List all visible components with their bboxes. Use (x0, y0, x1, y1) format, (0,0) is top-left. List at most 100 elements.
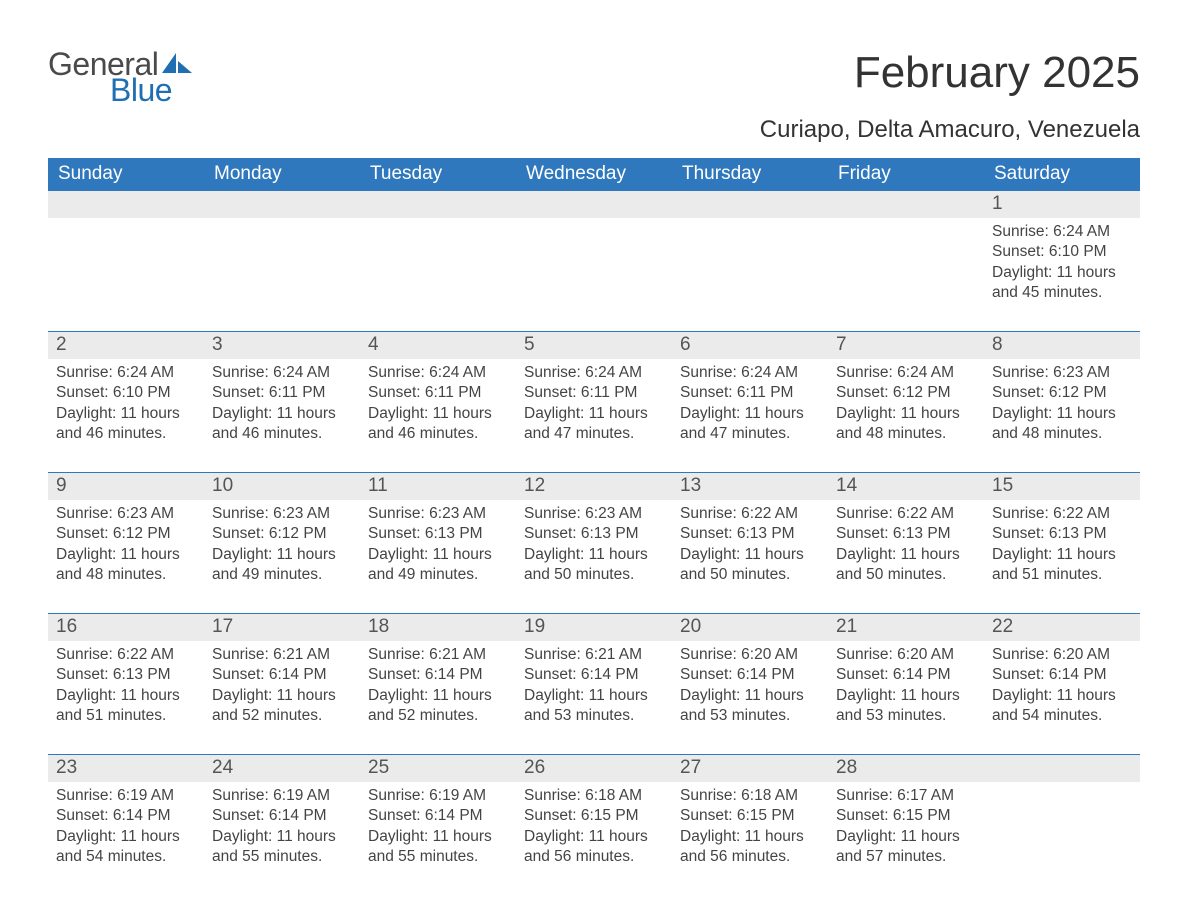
sunset-text: Sunset: 6:13 PM (680, 524, 820, 544)
cell-body (828, 218, 984, 226)
daylight-text: Daylight: 11 hours and 48 minutes. (56, 545, 196, 586)
calendar-cell: 8Sunrise: 6:23 AMSunset: 6:12 PMDaylight… (984, 332, 1140, 450)
daylight-text: Daylight: 11 hours and 49 minutes. (368, 545, 508, 586)
day-header: Friday (828, 158, 984, 191)
sunrise-text: Sunrise: 6:24 AM (368, 363, 508, 383)
date-number: 2 (48, 332, 204, 359)
calendar-cell: 13Sunrise: 6:22 AMSunset: 6:13 PMDayligh… (672, 473, 828, 591)
location-subtitle: Curiapo, Delta Amacuro, Venezuela (48, 116, 1140, 144)
sunrise-text: Sunrise: 6:22 AM (680, 504, 820, 524)
cell-body: Sunrise: 6:20 AMSunset: 6:14 PMDaylight:… (828, 641, 984, 731)
daylight-text: Daylight: 11 hours and 55 minutes. (212, 827, 352, 868)
daylight-text: Daylight: 11 hours and 51 minutes. (992, 545, 1132, 586)
calendar-cell: 15Sunrise: 6:22 AMSunset: 6:13 PMDayligh… (984, 473, 1140, 591)
daylight-text: Daylight: 11 hours and 56 minutes. (524, 827, 664, 868)
date-number: 12 (516, 473, 672, 500)
cell-body (984, 782, 1140, 790)
daylight-text: Daylight: 11 hours and 57 minutes. (836, 827, 976, 868)
cell-body (204, 218, 360, 226)
page-title: February 2025 (854, 48, 1140, 98)
date-number (828, 191, 984, 218)
sunset-text: Sunset: 6:14 PM (524, 665, 664, 685)
sunrise-text: Sunrise: 6:18 AM (680, 786, 820, 806)
cell-body (48, 218, 204, 226)
daylight-text: Daylight: 11 hours and 49 minutes. (212, 545, 352, 586)
calendar-cell (48, 191, 204, 309)
sunrise-text: Sunrise: 6:19 AM (368, 786, 508, 806)
cell-body: Sunrise: 6:22 AMSunset: 6:13 PMDaylight:… (672, 500, 828, 590)
date-number: 20 (672, 614, 828, 641)
daylight-text: Daylight: 11 hours and 47 minutes. (524, 404, 664, 445)
calendar-cell: 18Sunrise: 6:21 AMSunset: 6:14 PMDayligh… (360, 614, 516, 732)
date-number (360, 191, 516, 218)
cell-body: Sunrise: 6:20 AMSunset: 6:14 PMDaylight:… (984, 641, 1140, 731)
daylight-text: Daylight: 11 hours and 50 minutes. (680, 545, 820, 586)
date-number: 15 (984, 473, 1140, 500)
date-number: 1 (984, 191, 1140, 218)
calendar-cell: 21Sunrise: 6:20 AMSunset: 6:14 PMDayligh… (828, 614, 984, 732)
date-number (48, 191, 204, 218)
date-number: 17 (204, 614, 360, 641)
sunrise-text: Sunrise: 6:19 AM (212, 786, 352, 806)
daylight-text: Daylight: 11 hours and 50 minutes. (524, 545, 664, 586)
cell-body: Sunrise: 6:23 AMSunset: 6:12 PMDaylight:… (984, 359, 1140, 449)
date-number: 25 (360, 755, 516, 782)
cell-body: Sunrise: 6:24 AMSunset: 6:11 PMDaylight:… (672, 359, 828, 449)
sunset-text: Sunset: 6:11 PM (680, 383, 820, 403)
sunrise-text: Sunrise: 6:24 AM (992, 222, 1132, 242)
sunrise-text: Sunrise: 6:21 AM (368, 645, 508, 665)
date-number: 7 (828, 332, 984, 359)
sunset-text: Sunset: 6:15 PM (680, 806, 820, 826)
day-header: Monday (204, 158, 360, 191)
cell-body: Sunrise: 6:23 AMSunset: 6:13 PMDaylight:… (360, 500, 516, 590)
calendar-cell: 6Sunrise: 6:24 AMSunset: 6:11 PMDaylight… (672, 332, 828, 450)
sunrise-text: Sunrise: 6:23 AM (992, 363, 1132, 383)
sunrise-text: Sunrise: 6:22 AM (56, 645, 196, 665)
sunset-text: Sunset: 6:13 PM (56, 665, 196, 685)
cell-body: Sunrise: 6:24 AMSunset: 6:11 PMDaylight:… (360, 359, 516, 449)
cell-body: Sunrise: 6:21 AMSunset: 6:14 PMDaylight:… (516, 641, 672, 731)
sunset-text: Sunset: 6:12 PM (836, 383, 976, 403)
date-number: 21 (828, 614, 984, 641)
calendar-cell: 14Sunrise: 6:22 AMSunset: 6:13 PMDayligh… (828, 473, 984, 591)
cell-body: Sunrise: 6:17 AMSunset: 6:15 PMDaylight:… (828, 782, 984, 872)
calendar: SundayMondayTuesdayWednesdayThursdayFrid… (48, 158, 1140, 873)
calendar-cell: 11Sunrise: 6:23 AMSunset: 6:13 PMDayligh… (360, 473, 516, 591)
calendar-cell (204, 191, 360, 309)
calendar-cell (516, 191, 672, 309)
sunrise-text: Sunrise: 6:18 AM (524, 786, 664, 806)
date-number: 24 (204, 755, 360, 782)
logo: General Blue (48, 48, 192, 106)
sunset-text: Sunset: 6:13 PM (368, 524, 508, 544)
calendar-cell (828, 191, 984, 309)
sunrise-text: Sunrise: 6:24 AM (524, 363, 664, 383)
sunset-text: Sunset: 6:14 PM (992, 665, 1132, 685)
sunset-text: Sunset: 6:15 PM (524, 806, 664, 826)
calendar-cell: 27Sunrise: 6:18 AMSunset: 6:15 PMDayligh… (672, 755, 828, 873)
week-row: 16Sunrise: 6:22 AMSunset: 6:13 PMDayligh… (48, 613, 1140, 732)
sunrise-text: Sunrise: 6:23 AM (212, 504, 352, 524)
sunset-text: Sunset: 6:11 PM (524, 383, 664, 403)
daylight-text: Daylight: 11 hours and 46 minutes. (368, 404, 508, 445)
cell-body: Sunrise: 6:22 AMSunset: 6:13 PMDaylight:… (828, 500, 984, 590)
sunrise-text: Sunrise: 6:23 AM (368, 504, 508, 524)
cell-body: Sunrise: 6:20 AMSunset: 6:14 PMDaylight:… (672, 641, 828, 731)
sunrise-text: Sunrise: 6:21 AM (524, 645, 664, 665)
calendar-cell: 3Sunrise: 6:24 AMSunset: 6:11 PMDaylight… (204, 332, 360, 450)
sunrise-text: Sunrise: 6:17 AM (836, 786, 976, 806)
calendar-cell: 7Sunrise: 6:24 AMSunset: 6:12 PMDaylight… (828, 332, 984, 450)
daylight-text: Daylight: 11 hours and 55 minutes. (368, 827, 508, 868)
calendar-cell: 19Sunrise: 6:21 AMSunset: 6:14 PMDayligh… (516, 614, 672, 732)
date-number: 5 (516, 332, 672, 359)
sunrise-text: Sunrise: 6:19 AM (56, 786, 196, 806)
day-header: Sunday (48, 158, 204, 191)
cell-body: Sunrise: 6:22 AMSunset: 6:13 PMDaylight:… (48, 641, 204, 731)
sunset-text: Sunset: 6:14 PM (836, 665, 976, 685)
date-number (516, 191, 672, 218)
daylight-text: Daylight: 11 hours and 52 minutes. (212, 686, 352, 727)
calendar-cell: 28Sunrise: 6:17 AMSunset: 6:15 PMDayligh… (828, 755, 984, 873)
week-row: 23Sunrise: 6:19 AMSunset: 6:14 PMDayligh… (48, 754, 1140, 873)
cell-body: Sunrise: 6:23 AMSunset: 6:13 PMDaylight:… (516, 500, 672, 590)
daylight-text: Daylight: 11 hours and 53 minutes. (524, 686, 664, 727)
calendar-cell: 10Sunrise: 6:23 AMSunset: 6:12 PMDayligh… (204, 473, 360, 591)
